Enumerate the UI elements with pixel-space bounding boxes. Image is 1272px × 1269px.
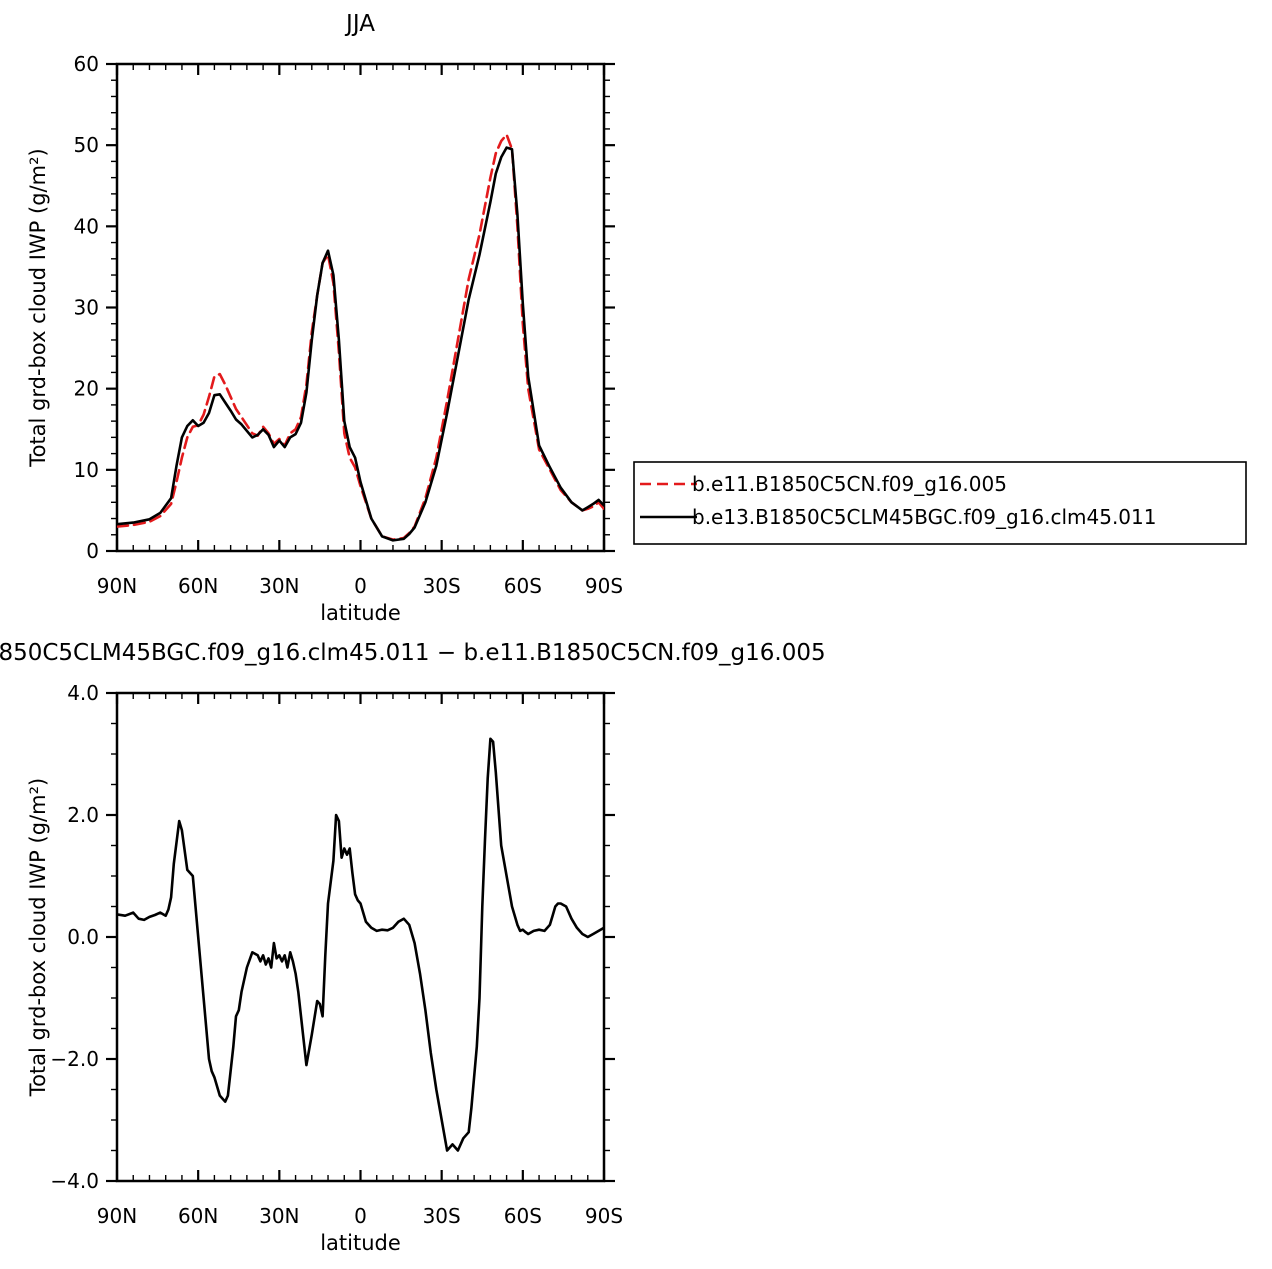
legend: b.e11.B1850C5CN.f09_g16.005 b.e13.B1850C5… <box>633 461 1247 545</box>
series-line-b-e13 <box>117 146 604 542</box>
y-tick-label: −4.0 <box>50 1169 99 1193</box>
y-tick-label: 10 <box>74 458 99 482</box>
x-tick-label: 30N <box>259 1204 299 1228</box>
x-tick-label: 60S <box>504 1204 542 1228</box>
x-tick-label: 30S <box>423 574 461 598</box>
x-tick-label: 60S <box>504 574 542 598</box>
chart-title: b.e13.B1850C5CLM45BGC.f09_g16.clm45.011 … <box>0 640 826 666</box>
x-tick-label: 90N <box>97 1204 137 1228</box>
y-tick-label: 40 <box>74 214 99 238</box>
y-tick-label: 50 <box>74 133 99 157</box>
x-tick-label: 90S <box>585 1204 623 1228</box>
x-tick-label: 0 <box>354 574 367 598</box>
y-tick-label: 4.0 <box>67 681 99 705</box>
legend-entry: b.e13.B1850C5CLM45BGC.f09_g16.clm45.011 <box>692 505 1156 529</box>
y-tick-label: −2.0 <box>50 1047 99 1071</box>
y-tick-label: 0 <box>86 539 99 563</box>
y-axis-title: Total grd-box cloud IWP (g/m²) <box>26 778 50 1097</box>
y-axis-title: Total grd-box cloud IWP (g/m²) <box>26 148 50 467</box>
bottom-panel: 90N 60N 30N 0 30S 60S 90S −4.0 −2.0 0.0 2.0 4.0 b.e1… <box>0 640 826 1255</box>
x-tick-label: 30S <box>423 1204 461 1228</box>
y-tick-label: 30 <box>74 296 99 320</box>
series-line-difference <box>117 737 604 1152</box>
y-tick-label: 0.0 <box>67 925 99 949</box>
y-tick-label: 60 <box>74 52 99 76</box>
x-tick-label: 60N <box>178 574 218 598</box>
plot-frame <box>115 691 606 1183</box>
x-tick-label: 30N <box>259 574 299 598</box>
x-axis-title: latitude <box>320 601 401 625</box>
x-tick-label: 60N <box>178 1204 218 1228</box>
x-tick-label: 90N <box>97 574 137 598</box>
top-panel: 90N 60N 30N 0 30S 60S 90S 0 10 20 30 40 50 60 JJA latit… <box>26 11 623 625</box>
x-tick-label: 90S <box>585 574 623 598</box>
x-axis-title: latitude <box>320 1231 401 1255</box>
x-tick-label: 0 <box>354 1204 367 1228</box>
y-tick-label: 2.0 <box>67 803 99 827</box>
legend-entry: b.e11.B1850C5CN.f09_g16.005 <box>692 472 1007 496</box>
legend-box <box>633 461 1247 545</box>
y-tick-label: 20 <box>74 377 99 401</box>
chart-title: JJA <box>344 11 375 37</box>
